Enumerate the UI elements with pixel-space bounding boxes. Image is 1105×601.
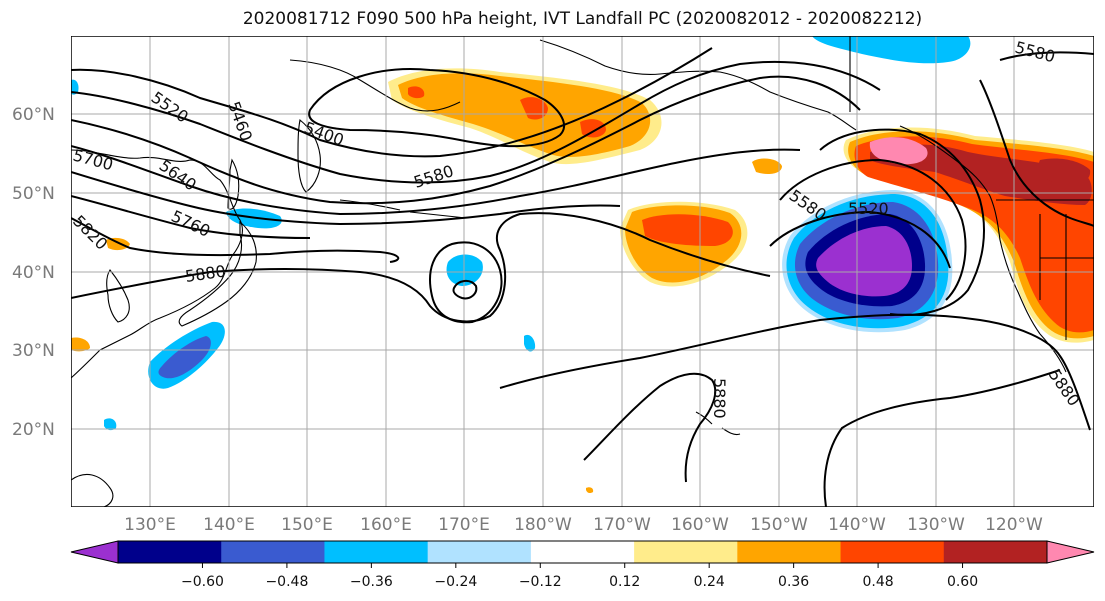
contour-label: 5520 xyxy=(848,199,889,218)
neg-field-main-5 xyxy=(816,226,912,297)
colorbar-segment xyxy=(737,541,842,563)
lat-label: 50°N xyxy=(12,184,55,204)
pos-field-bering-5 xyxy=(408,86,425,99)
lon-label: 180°W xyxy=(514,515,572,535)
contour-east-right xyxy=(979,79,1094,227)
colorbar-tick-label: −0.60 xyxy=(181,574,224,590)
colorbar-tick-label: 0.48 xyxy=(863,574,894,590)
coast-japan xyxy=(178,220,257,327)
lon-label: 150°E xyxy=(281,515,333,535)
lon-label: 140°W xyxy=(828,515,886,535)
pos-field-west-2 xyxy=(71,337,90,352)
pos-field-tiny xyxy=(586,487,594,494)
colorbar-segment xyxy=(943,541,1048,563)
colorbar-segment xyxy=(840,541,945,563)
coast-kamchatka xyxy=(297,119,321,193)
lat-label: 20°N xyxy=(12,420,55,440)
map-panel: 5520 5460 5400 5700 5640 5580 5760 5820 … xyxy=(71,36,1094,507)
colorbar-segment xyxy=(530,541,635,563)
lat-label: 30°N xyxy=(12,341,55,361)
neg-field-japan-2 xyxy=(158,336,211,379)
contour-5460 xyxy=(71,47,713,158)
colorbar-tick-label: −0.24 xyxy=(434,574,477,590)
colorbar-tick-label: −0.12 xyxy=(519,574,562,590)
neg-field-small-2 xyxy=(104,418,117,431)
negative-anomaly-fields xyxy=(71,36,971,431)
lon-label: 150°W xyxy=(750,515,808,535)
coast-bc xyxy=(899,125,1041,335)
colorbar-segments xyxy=(118,541,1048,563)
contour-5700 xyxy=(71,171,621,226)
neg-field-small-1 xyxy=(524,334,536,352)
lat-label: 60°N xyxy=(12,105,55,125)
lat-label: 40°N xyxy=(12,263,55,283)
coast-alaska xyxy=(539,39,857,131)
colorbar-right-extension xyxy=(1046,540,1095,564)
contour-5880-hawaii xyxy=(583,372,717,483)
border-states xyxy=(1039,214,1094,340)
coast-korea xyxy=(106,269,130,323)
contour-trough-east-2 xyxy=(779,158,967,301)
pos-field-pnw-5 xyxy=(1038,158,1091,186)
contour-5640 xyxy=(71,145,801,216)
pos-field-small xyxy=(752,158,782,174)
contour-5880-east xyxy=(823,369,1061,507)
coast-eastasia-south xyxy=(71,473,114,507)
pos-field-central-3 xyxy=(642,214,733,246)
neg-field-dateline xyxy=(446,254,483,286)
lon-label: 170°E xyxy=(438,515,490,535)
contour-low-center xyxy=(452,280,478,300)
lat-axis: 60°N 50°N 40°N 30°N 20°N xyxy=(12,105,55,440)
colorbar-segment xyxy=(118,541,222,563)
coast-siberia xyxy=(289,59,461,112)
height-contours xyxy=(71,47,1094,507)
contour-5820 xyxy=(71,217,400,263)
pos-field-pnw-4 xyxy=(870,144,1092,205)
colorbar-tick-label: 0.24 xyxy=(694,574,725,590)
coast-baja xyxy=(1039,333,1067,373)
lon-axis: 130°E 140°E 150°E 160°E 170°E 180°W 170°… xyxy=(124,515,1043,535)
colorbar-tick-label: 0.60 xyxy=(947,574,978,590)
lon-label: 130°W xyxy=(907,515,965,535)
positive-anomaly-fields xyxy=(71,68,1094,494)
contour-5880-west xyxy=(71,212,771,323)
colorbar-tick-label: 0.36 xyxy=(778,574,809,590)
colorbar-segment xyxy=(427,541,532,563)
colorbar-segment xyxy=(221,541,325,563)
colorbar-tick-label: 0.12 xyxy=(609,574,640,590)
lon-label: 140°E xyxy=(203,515,255,535)
contour-5400 xyxy=(308,68,565,148)
coastlines xyxy=(71,36,1094,507)
lon-label: 160°W xyxy=(671,515,729,535)
pos-field-bering-4 xyxy=(580,119,606,138)
colorbar-frame xyxy=(117,540,1048,564)
lon-label: 170°W xyxy=(593,515,651,535)
colorbar-segment xyxy=(324,541,429,563)
contour-5880-south xyxy=(499,313,1091,431)
contour-trough-east-3 xyxy=(769,210,951,269)
lon-label: 160°E xyxy=(360,515,412,535)
colorbar-tick-label: −0.48 xyxy=(265,574,308,590)
contour-trough-east xyxy=(819,128,985,316)
contour-label: 5880 xyxy=(710,378,729,419)
contour-5760 xyxy=(71,195,311,239)
lon-label: 120°W xyxy=(985,515,1043,535)
colorbar-left-extension xyxy=(70,540,119,564)
map-title: 2020081712 F090 500 hPa height, IVT Land… xyxy=(242,9,923,29)
pos-field-west-1 xyxy=(106,237,130,251)
contour-low-ring xyxy=(429,241,503,324)
lon-label: 130°E xyxy=(124,515,176,535)
colorbar: −0.60 −0.48 −0.36 −0.24 −0.12 0.12 0.24 0.36 0.4… xyxy=(70,540,1095,590)
pos-field-pnw-6 xyxy=(869,137,928,165)
neg-field-top xyxy=(812,36,971,64)
coast-asia xyxy=(71,149,243,379)
neg-field-small-3 xyxy=(71,79,79,95)
colorbar-ticks: −0.60 −0.48 −0.36 −0.24 −0.12 0.12 0.24 0.36 0.4… xyxy=(181,563,978,590)
contour-5580-north xyxy=(71,75,861,205)
colorbar-tick-label: −0.36 xyxy=(350,574,393,590)
contour-east-right-2 xyxy=(999,51,1094,61)
contour-5520 xyxy=(71,60,881,184)
colorbar-segment xyxy=(634,541,738,563)
